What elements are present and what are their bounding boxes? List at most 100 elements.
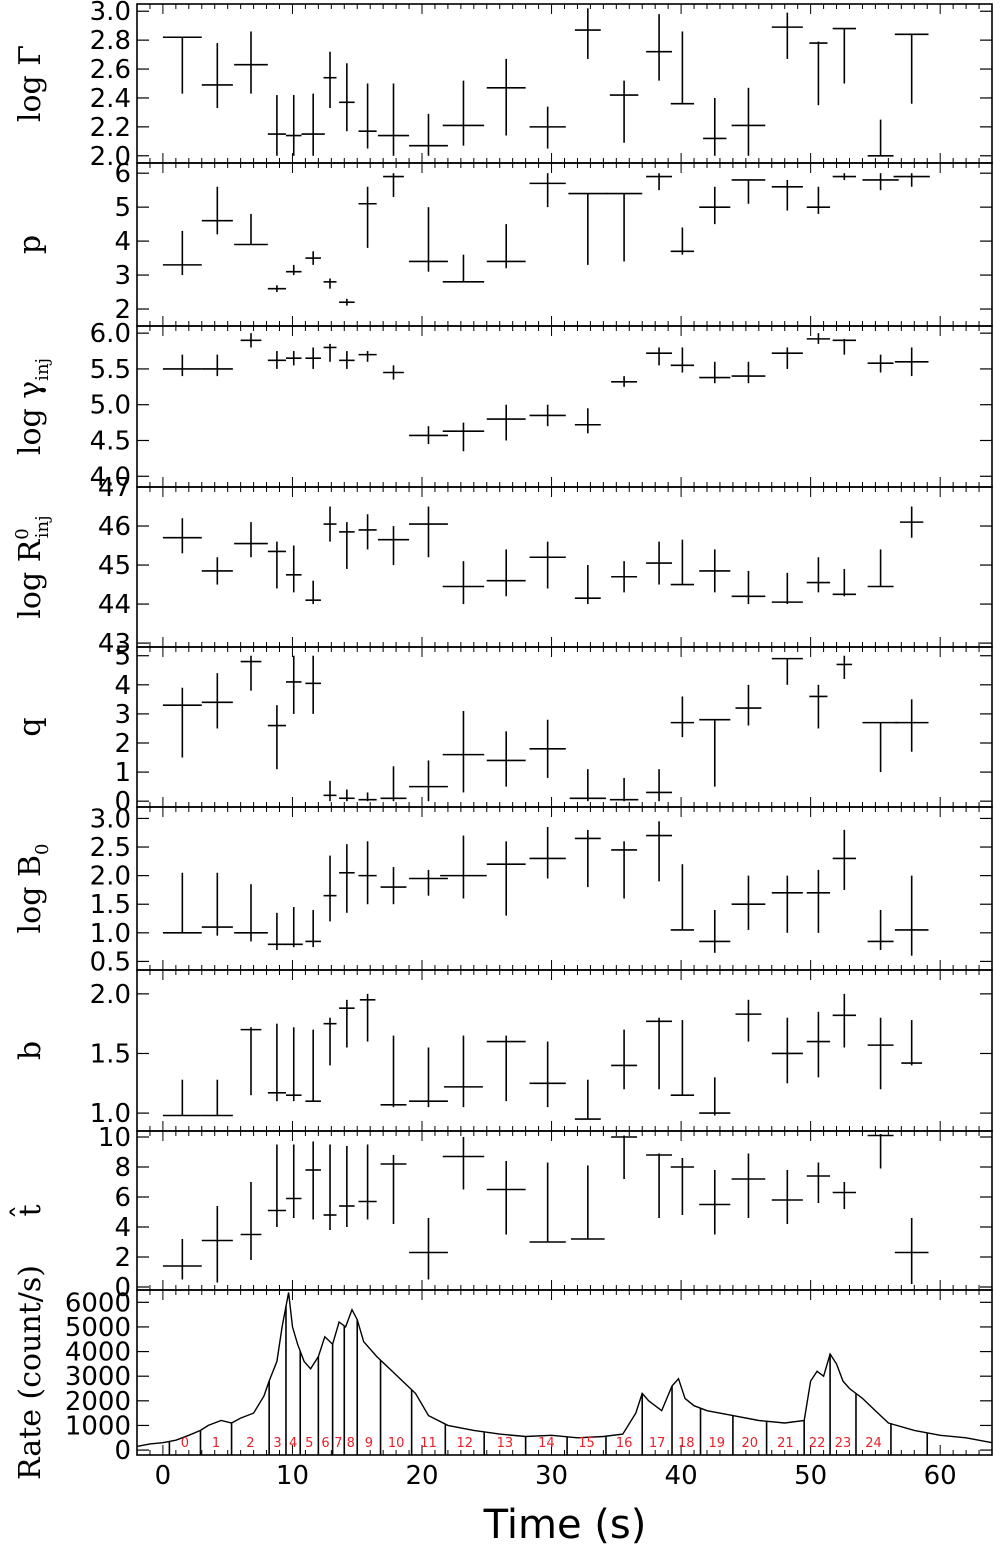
data-point [609, 80, 639, 143]
data-point [358, 841, 377, 905]
data-point [234, 213, 268, 246]
data-point [771, 572, 803, 605]
data-point [339, 789, 355, 802]
y-tick-label: 44 [98, 590, 131, 620]
data-point [771, 1170, 803, 1224]
segment-label: 24 [865, 1436, 882, 1451]
y-tick-label: 3 [114, 261, 131, 291]
data-point [162, 354, 202, 377]
data-point [699, 186, 731, 225]
data-point [285, 95, 302, 156]
panel-logr0inj: 43 44 45 46 47 log R0inj [12, 473, 993, 659]
y-axis-label-sub: inj [32, 358, 53, 381]
y-axis-label-sup: 0 [12, 528, 33, 539]
segment-label: 18 [678, 1436, 695, 1451]
y-tick-label: 8 [114, 1153, 131, 1183]
data-point [529, 541, 566, 589]
data-point [323, 780, 337, 802]
data-point [162, 1079, 202, 1117]
data-point [867, 1017, 894, 1090]
segment-label: 16 [616, 1436, 633, 1451]
y-tick-label: 4 [114, 1213, 131, 1243]
data-point [240, 1182, 262, 1260]
segment-label: 22 [809, 1436, 826, 1451]
y-tick-label: 2 [114, 729, 131, 759]
data-point [529, 719, 566, 778]
data-point [611, 841, 638, 899]
data-point [574, 1079, 601, 1120]
data-point [305, 909, 321, 948]
data-point [568, 192, 608, 265]
data-point [670, 539, 695, 586]
data-point [574, 8, 601, 59]
y-tick-label: 3000 [65, 1362, 131, 1392]
segment-label: 10 [388, 1436, 405, 1451]
data-point [339, 999, 355, 1048]
y-tick-label: 45 [98, 551, 131, 581]
data-point [409, 760, 448, 802]
data-point [339, 63, 355, 132]
data-point [646, 769, 673, 802]
y-axis-label-main: p [13, 235, 48, 254]
segment-label: 2 [246, 1436, 254, 1451]
y-tick-label: 47 [98, 473, 131, 503]
data-point [529, 404, 566, 427]
data-point [285, 351, 302, 366]
y-tick-label: 2.5 [90, 833, 131, 863]
panel-frame [136, 969, 993, 1132]
data-point [305, 1141, 321, 1220]
data-point [442, 422, 485, 452]
data-point [574, 408, 601, 434]
y-tick-label: 2.0 [90, 980, 131, 1010]
y-tick-label: 4 [114, 227, 131, 257]
data-point [806, 869, 831, 933]
y-tick-label: 6 [114, 1183, 131, 1213]
data-point [735, 684, 762, 726]
data-point [574, 829, 601, 888]
segment-label: 3 [273, 1436, 281, 1451]
y-axis-label-main: log γ [13, 381, 48, 455]
y-tick-label: 4.0 [90, 462, 131, 492]
data-point [201, 673, 233, 729]
data-point [284, 907, 303, 948]
data-point [339, 298, 355, 306]
data-point [806, 1011, 831, 1078]
data-point [442, 561, 485, 605]
segment-label: 6 [321, 1436, 329, 1451]
data-point [699, 1077, 731, 1116]
data-point [670, 1158, 695, 1215]
data-point [894, 699, 929, 752]
panel-loggamma: 2.02.22.42.62.83.0 log Γ [13, 0, 993, 172]
data-point [646, 14, 673, 81]
panel-frame [136, 806, 993, 971]
data-point [440, 835, 487, 899]
data-point [358, 351, 377, 362]
y-tick-label: 1 [114, 758, 131, 788]
data-point [285, 655, 302, 714]
data-point [699, 909, 731, 953]
y-axis-label-sub: inj [32, 515, 53, 538]
data-point [867, 1134, 894, 1169]
data-point [646, 173, 673, 191]
y-tick-label: 1.0 [90, 1099, 131, 1129]
data-point [894, 347, 929, 377]
y-tick-label: 4.5 [90, 426, 131, 456]
data-point [305, 347, 321, 369]
y-tick-label: 5000 [65, 1313, 131, 1343]
y-tick-label: 4 [114, 671, 131, 701]
data-point [409, 426, 448, 445]
data-point [862, 173, 899, 191]
x-tick-label: 0 [155, 1461, 172, 1491]
data-point [240, 1027, 262, 1096]
y-axis-label: q [13, 717, 48, 736]
y-tick-label: 1.5 [90, 1039, 131, 1069]
data-point [809, 41, 828, 106]
panel-frame [136, 325, 993, 488]
data-point [670, 227, 695, 255]
y-axis-label-main: t̂ [9, 1204, 48, 1217]
segment-label: 7 [334, 1436, 342, 1451]
data-point [358, 514, 377, 550]
y-tick-label: 5.5 [90, 355, 131, 385]
